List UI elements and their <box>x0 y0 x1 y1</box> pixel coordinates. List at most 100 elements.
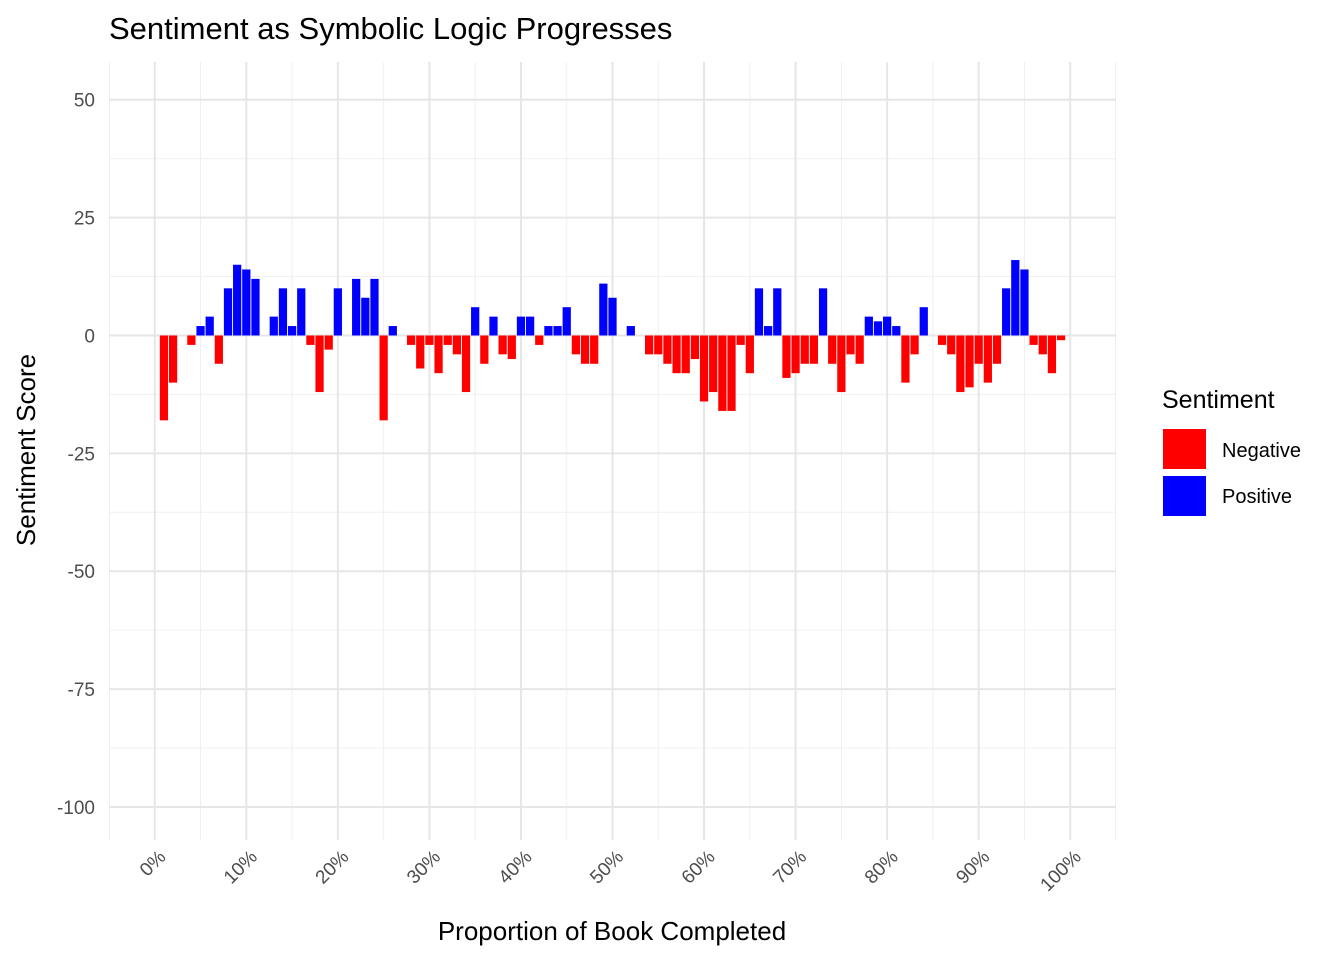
x-tick-labels: 0% 10% 20% 30% 40% 50% 60% 70% 80% 90% 100% <box>136 847 1086 896</box>
bar-negative <box>645 335 654 355</box>
bar-negative <box>791 335 800 374</box>
bar-negative <box>168 335 178 383</box>
bar-negative <box>672 335 681 374</box>
bar-positive <box>562 307 571 336</box>
chart-title: Sentiment as Symbolic Logic Progresses <box>109 11 672 46</box>
x-tick-label: 20% <box>312 847 354 889</box>
bar-positive <box>223 288 233 336</box>
y-tick-label: 0 <box>84 326 95 347</box>
legend-label-positive: Positive <box>1222 486 1292 508</box>
x-tick-label: 50% <box>586 847 628 889</box>
bar-negative <box>690 335 700 360</box>
bar-positive <box>196 326 205 336</box>
bar-negative <box>535 335 544 345</box>
bar-positive <box>297 288 306 336</box>
bar-negative <box>828 335 837 364</box>
bar-negative <box>1056 335 1066 341</box>
legend-swatch-positive <box>1163 476 1206 516</box>
legend-label-negative: Negative <box>1222 440 1301 462</box>
y-tick-label: -50 <box>68 562 95 583</box>
bar-negative <box>937 335 947 345</box>
bar-negative <box>480 335 489 364</box>
bar-positive <box>608 297 617 336</box>
bar-negative <box>1047 335 1057 374</box>
bar-negative <box>837 335 846 393</box>
bar-negative <box>800 335 809 364</box>
bar-positive <box>864 316 873 336</box>
bar-negative <box>159 335 169 421</box>
bar-negative <box>315 335 324 393</box>
bar-positive <box>361 297 370 336</box>
bars <box>159 260 1066 421</box>
bar-positive <box>773 288 782 336</box>
bar-negative <box>736 335 745 345</box>
bar-negative <box>379 335 388 421</box>
bar-positive <box>626 326 635 336</box>
y-tick-labels: 50 25 0 -25 -50 -75 -100 <box>57 91 95 819</box>
bar-negative <box>709 335 718 393</box>
bar-positive <box>516 316 526 336</box>
bar-positive <box>883 316 892 336</box>
bar-positive <box>287 326 297 336</box>
y-tick-label: -100 <box>57 798 95 819</box>
y-tick-label: -75 <box>68 680 95 701</box>
bar-negative <box>571 335 580 355</box>
x-tick-label: 80% <box>861 847 903 889</box>
bar-positive <box>489 316 498 336</box>
bar-negative <box>992 335 1002 364</box>
y-tick-label: -25 <box>68 444 95 465</box>
x-tick-label: 70% <box>769 847 811 889</box>
bar-negative <box>947 335 956 355</box>
bar-negative <box>727 335 736 411</box>
bar-positive <box>1002 288 1011 336</box>
bar-negative <box>443 335 452 345</box>
bar-negative <box>718 335 727 411</box>
bar-negative <box>974 335 983 364</box>
bar-negative <box>654 335 663 355</box>
bar-positive <box>352 278 361 336</box>
bar-positive <box>471 307 480 336</box>
bar-negative <box>1029 335 1038 345</box>
bar-negative <box>782 335 791 378</box>
bar-positive <box>754 288 764 336</box>
x-tick-label: 90% <box>952 847 994 889</box>
bar-negative <box>306 335 315 345</box>
y-axis-title: Sentiment Score <box>11 354 41 546</box>
bar-negative <box>965 335 974 388</box>
bar-positive <box>278 288 288 336</box>
bar-negative <box>910 335 919 355</box>
legend-swatch-negative <box>1163 429 1206 469</box>
bar-positive <box>205 316 214 336</box>
bar-positive <box>233 264 242 336</box>
bar-positive <box>251 278 260 336</box>
bar-negative <box>507 335 516 360</box>
bar-negative <box>214 335 223 364</box>
bar-positive <box>599 283 608 336</box>
x-tick-label: 0% <box>136 847 170 881</box>
y-tick-label: 50 <box>74 91 95 112</box>
bar-negative <box>434 335 443 374</box>
bar-positive <box>370 278 379 336</box>
bar-positive <box>818 288 828 336</box>
bar-negative <box>416 335 425 369</box>
bar-negative <box>681 335 690 374</box>
bar-negative <box>1038 335 1047 355</box>
bar-negative <box>187 335 196 345</box>
legend-title: Sentiment <box>1162 386 1275 414</box>
y-tick-label: 25 <box>74 209 95 230</box>
bar-negative <box>855 335 864 364</box>
x-tick-label: 60% <box>678 847 720 889</box>
bar-positive <box>919 307 928 336</box>
bar-negative <box>745 335 754 374</box>
x-tick-label: 30% <box>403 847 445 889</box>
bar-negative <box>590 335 599 364</box>
x-tick-label: 40% <box>495 847 537 889</box>
bar-positive <box>1011 260 1020 336</box>
bar-negative <box>498 335 507 355</box>
bar-negative <box>461 335 471 393</box>
x-tick-label: 100% <box>1037 847 1086 896</box>
bar-positive <box>892 326 901 336</box>
bar-positive <box>333 288 342 336</box>
x-tick-label: 10% <box>220 847 262 889</box>
